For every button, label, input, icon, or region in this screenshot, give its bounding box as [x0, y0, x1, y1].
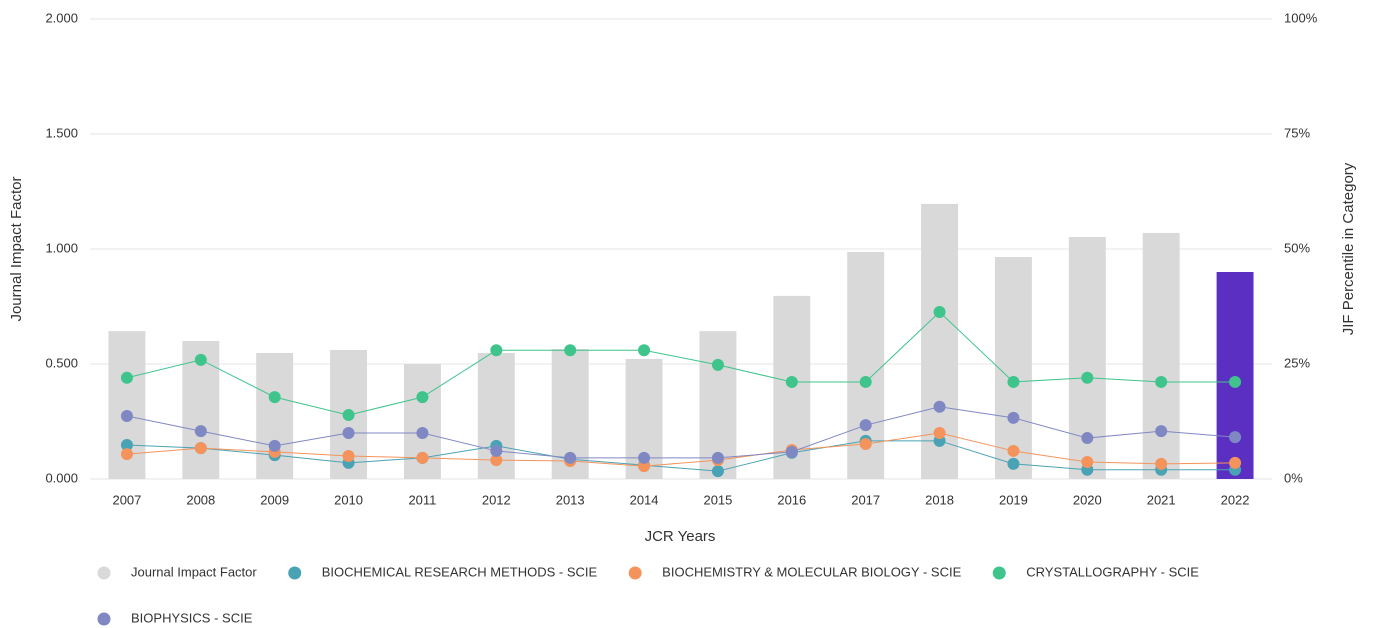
point [859, 419, 872, 432]
y-axis-title: Journal Impact Factor [8, 176, 25, 321]
y-tick-label: 1.000 [45, 240, 78, 255]
point [490, 444, 503, 457]
point [933, 427, 946, 439]
x-tick-label: 2021 [1147, 492, 1176, 507]
point [785, 375, 798, 388]
legend-label: Journal Impact Factor [131, 564, 257, 579]
point [1081, 432, 1094, 445]
point [1007, 375, 1020, 388]
y-tick-label: 1.500 [45, 125, 78, 140]
series-line [126, 440, 1236, 472]
point [1229, 431, 1242, 444]
y-tick-label: 0.500 [45, 355, 78, 370]
point [785, 445, 798, 458]
y2-tick-label: 25% [1284, 355, 1310, 370]
point [120, 438, 133, 451]
point [268, 439, 281, 452]
x-tick-label: 2014 [630, 492, 659, 507]
x-tick-label: 2019 [999, 492, 1028, 507]
point [1007, 411, 1020, 424]
point [416, 391, 429, 404]
legend-marker [97, 566, 111, 580]
point [342, 450, 355, 462]
point [1229, 456, 1242, 469]
point [490, 454, 503, 467]
bar [1142, 232, 1180, 479]
point [1155, 425, 1168, 438]
y2-tick-label: 0% [1284, 470, 1303, 485]
legend-label: CRYSTALLOGRAPHY - SCIE [1026, 564, 1199, 579]
point [933, 400, 946, 413]
point [1155, 375, 1168, 388]
series-line [126, 406, 1236, 459]
point [1081, 455, 1094, 468]
point [1007, 444, 1020, 457]
x-tick-label: 2017 [851, 492, 880, 507]
y2-tick-label: 100% [1284, 10, 1318, 25]
point [120, 448, 133, 461]
legend-label: BIOCHEMISTRY & MOLECULAR BIOLOGY - SCIE [662, 564, 961, 579]
legend-label: BIOCHEMICAL RESEARCH METHODS - SCIE [322, 564, 598, 579]
x-tick-label: 2012 [482, 492, 511, 507]
legend-marker [288, 566, 302, 580]
point [711, 358, 724, 371]
point [638, 460, 651, 473]
series-line [126, 311, 1236, 416]
point [268, 391, 281, 404]
y2-tick-label: 50% [1284, 240, 1310, 255]
bar [994, 257, 1032, 479]
x-axis-title: JCR Years [645, 528, 716, 545]
point [564, 344, 577, 357]
point [859, 438, 872, 451]
point [342, 409, 355, 422]
x-tick-label: 2020 [1073, 492, 1102, 507]
bar [1216, 272, 1254, 479]
series-line [126, 432, 1236, 467]
legend-label: BIOPHYSICS - SCIE [131, 610, 253, 625]
point [120, 371, 133, 384]
point [1081, 371, 1094, 384]
point [711, 465, 724, 478]
point [933, 306, 946, 319]
point [638, 451, 651, 464]
x-tick-label: 2010 [334, 492, 363, 507]
y2-axis-title: JIF Percentile in Category [1340, 162, 1357, 335]
x-tick-label: 2007 [112, 492, 141, 507]
y2-tick-label: 75% [1284, 125, 1310, 140]
point [490, 344, 503, 357]
x-tick-label: 2016 [777, 492, 806, 507]
point [342, 427, 355, 439]
point [859, 375, 872, 388]
point [638, 344, 651, 357]
point [1229, 375, 1242, 388]
y-tick-label: 0.000 [45, 470, 78, 485]
y-tick-label: 2.000 [45, 10, 78, 25]
point [194, 425, 207, 438]
point [416, 427, 429, 439]
x-tick-label: 2009 [260, 492, 289, 507]
point [711, 451, 724, 464]
point [564, 451, 577, 464]
legend-marker [992, 566, 1006, 580]
point [1155, 457, 1168, 470]
x-tick-label: 2018 [925, 492, 954, 507]
x-tick-label: 2015 [703, 492, 732, 507]
x-tick-label: 2022 [1221, 492, 1250, 507]
legend-marker [97, 612, 111, 626]
legend-marker [628, 566, 642, 580]
point [1007, 457, 1020, 470]
point [194, 353, 207, 366]
x-tick-label: 2011 [408, 492, 436, 507]
x-tick-label: 2013 [556, 492, 585, 507]
x-tick-label: 2008 [186, 492, 215, 507]
point [120, 409, 133, 422]
point [194, 442, 207, 455]
point [416, 451, 429, 464]
